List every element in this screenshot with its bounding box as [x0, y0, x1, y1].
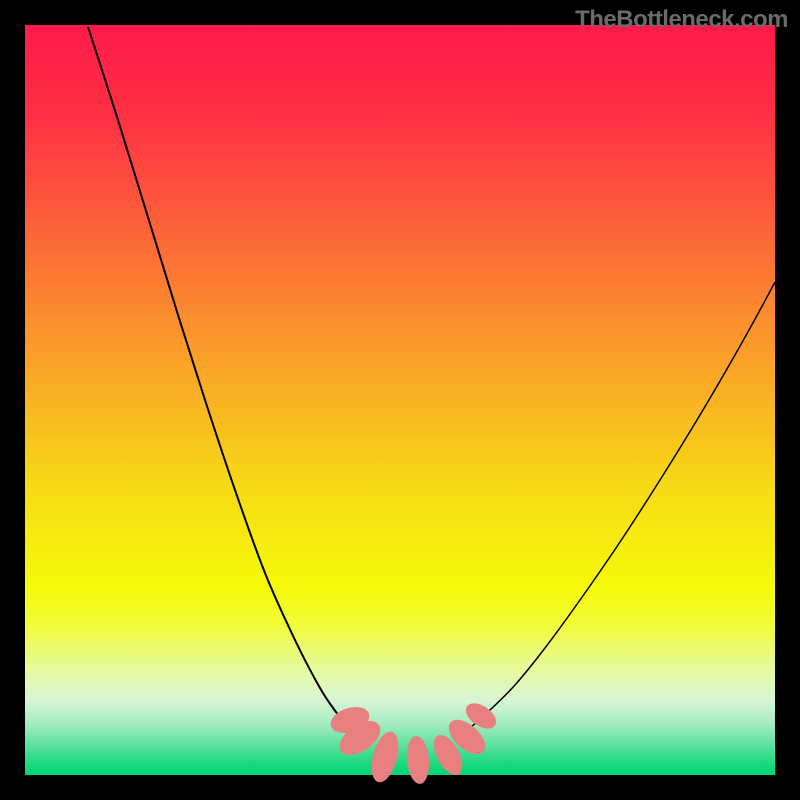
- plot-area: [25, 25, 775, 775]
- chart-frame: TheBottleneck.com: [0, 0, 800, 800]
- bottleneck-chart: [0, 0, 800, 800]
- watermark-text: TheBottleneck.com: [575, 6, 788, 33]
- watermark: TheBottleneck.com: [575, 6, 788, 34]
